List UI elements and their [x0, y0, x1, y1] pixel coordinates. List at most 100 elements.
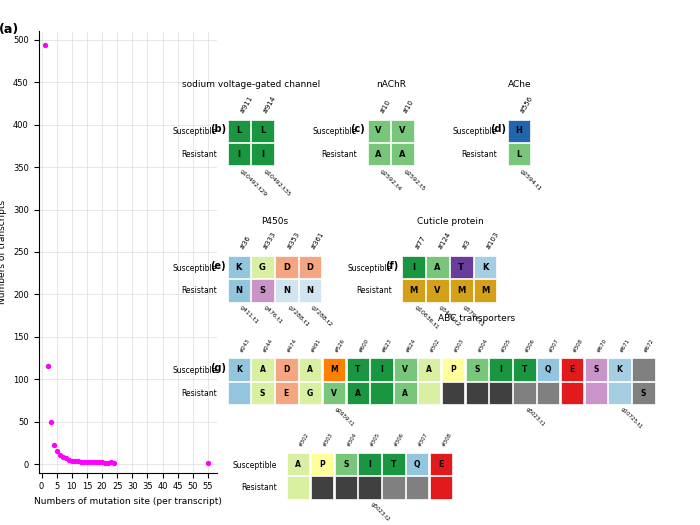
Text: (c): (c) — [350, 124, 365, 134]
Text: Susceptible: Susceptible — [453, 127, 497, 136]
Text: Resistant: Resistant — [181, 286, 217, 295]
Text: A: A — [426, 365, 432, 374]
Text: #36: #36 — [239, 235, 251, 251]
Text: g10492.t35: g10492.t35 — [262, 168, 292, 197]
Point — [106, 458, 117, 467]
Text: g7288.t1: g7288.t1 — [286, 304, 309, 328]
Text: A: A — [375, 150, 382, 159]
Point — [57, 453, 69, 461]
Text: #671: #671 — [620, 338, 631, 353]
Point — [102, 459, 113, 467]
Text: D: D — [283, 365, 290, 374]
Text: Q: Q — [414, 459, 421, 469]
Text: M: M — [330, 365, 338, 374]
Text: L: L — [236, 126, 241, 135]
Text: #308: #308 — [572, 338, 584, 353]
Text: #914: #914 — [262, 94, 277, 114]
Text: g10636.t1: g10636.t1 — [414, 304, 440, 331]
Text: #306: #306 — [393, 432, 405, 448]
Text: L: L — [260, 126, 265, 135]
Text: D: D — [283, 262, 290, 272]
Text: H: H — [515, 126, 522, 135]
Text: K: K — [235, 262, 242, 272]
Text: (b): (b) — [210, 124, 226, 134]
Text: K: K — [236, 365, 241, 374]
Point — [42, 361, 53, 370]
Text: #303: #303 — [322, 432, 334, 448]
Text: ABC transporters: ABC transporters — [438, 314, 515, 323]
Text: A: A — [355, 388, 360, 397]
Text: Susceptible: Susceptible — [232, 460, 276, 470]
Text: T: T — [355, 365, 360, 374]
Text: g5023.t2: g5023.t2 — [370, 501, 391, 522]
Text: P450s: P450s — [262, 217, 288, 226]
Text: I: I — [380, 365, 383, 374]
Text: Cuticle protein: Cuticle protein — [416, 217, 484, 226]
Text: I: I — [261, 150, 264, 159]
Text: #361: #361 — [310, 231, 325, 251]
Text: #77: #77 — [414, 235, 426, 251]
Text: I: I — [499, 365, 502, 374]
Text: A: A — [434, 262, 441, 272]
Text: #10: #10 — [402, 98, 415, 114]
Text: E: E — [438, 459, 444, 469]
Text: #304: #304 — [477, 338, 489, 353]
Text: K: K — [482, 262, 489, 272]
Point — [88, 458, 99, 467]
Point — [69, 457, 80, 466]
Text: G: G — [307, 388, 313, 397]
Text: AChe: AChe — [508, 80, 531, 89]
Point — [63, 456, 74, 464]
Text: #911: #911 — [239, 94, 253, 114]
Text: Resistant: Resistant — [181, 150, 217, 159]
Point — [66, 456, 78, 465]
Text: #307: #307 — [548, 338, 560, 353]
Text: sodium voltage-gated channel: sodium voltage-gated channel — [182, 80, 321, 89]
Text: g10492.t29: g10492.t29 — [239, 168, 268, 197]
Text: #307: #307 — [417, 432, 429, 448]
Text: #10: #10 — [379, 98, 391, 114]
Point — [60, 454, 71, 463]
Text: T: T — [458, 262, 464, 272]
Point — [54, 450, 65, 459]
Text: M: M — [410, 286, 418, 295]
Text: V: V — [434, 286, 441, 295]
Text: Susceptible: Susceptible — [348, 264, 392, 273]
Text: P: P — [319, 459, 325, 469]
Text: S: S — [343, 459, 349, 469]
Point — [51, 447, 62, 456]
Text: T: T — [522, 365, 527, 374]
Text: #306: #306 — [524, 338, 536, 353]
Point — [76, 458, 87, 467]
Text: Q: Q — [545, 365, 552, 374]
Text: M: M — [481, 286, 489, 295]
Text: S: S — [474, 365, 480, 374]
Point — [81, 458, 92, 467]
Point — [97, 458, 108, 467]
Text: #303: #303 — [453, 338, 465, 353]
Text: A: A — [307, 365, 313, 374]
Point — [72, 457, 83, 466]
Text: #124: #124 — [438, 231, 452, 251]
Text: #526: #526 — [334, 338, 346, 353]
Text: Susceptible: Susceptible — [173, 366, 217, 375]
Text: #491: #491 — [310, 338, 322, 353]
Text: D: D — [307, 262, 314, 272]
Text: N: N — [235, 286, 242, 295]
Text: S: S — [640, 388, 646, 397]
Point — [48, 441, 60, 449]
Text: S: S — [260, 286, 265, 295]
Text: E: E — [284, 388, 289, 397]
Text: N: N — [307, 286, 314, 295]
Text: #243: #243 — [239, 338, 251, 353]
Text: A: A — [260, 365, 265, 374]
Text: A: A — [402, 388, 408, 397]
Text: #556: #556 — [519, 94, 533, 114]
Text: #305: #305 — [370, 432, 382, 448]
Point — [84, 458, 95, 467]
Text: nAChR: nAChR — [377, 80, 406, 89]
Text: g2659.t1: g2659.t1 — [334, 407, 355, 428]
Text: A: A — [399, 150, 406, 159]
Text: g7288.t2: g7288.t2 — [310, 304, 334, 328]
Text: S: S — [260, 388, 265, 397]
